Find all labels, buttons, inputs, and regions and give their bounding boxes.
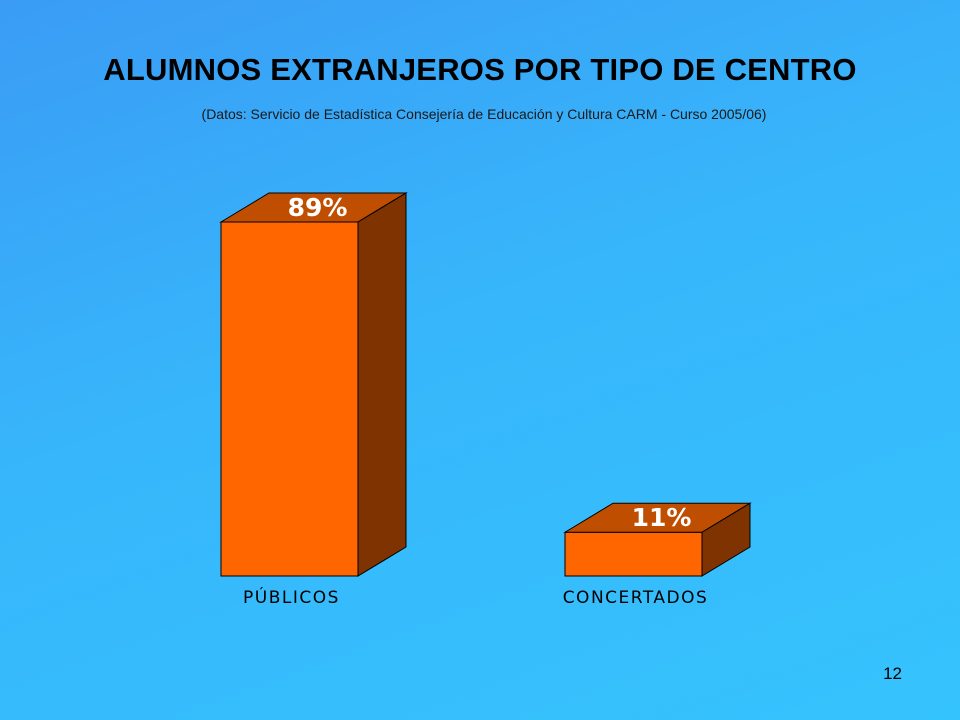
category-label-0: PÚBLICOS (243, 586, 340, 608)
page-number: 12 (883, 664, 902, 683)
slide-subtitle: (Datos: Servicio de Estadística Consejer… (201, 106, 767, 122)
value-label-1: 11% (632, 503, 692, 532)
slide-title: ALUMNOS EXTRANJEROS POR TIPO DE CENTRO (103, 52, 857, 87)
category-label-1: CONCERTADOS (563, 588, 709, 608)
bar-front-1 (564, 531, 703, 577)
bar-side-1 (701, 502, 751, 577)
bar-side-0 (357, 192, 407, 577)
bar-front-0 (220, 221, 359, 577)
value-label-0: 89% (288, 193, 348, 222)
